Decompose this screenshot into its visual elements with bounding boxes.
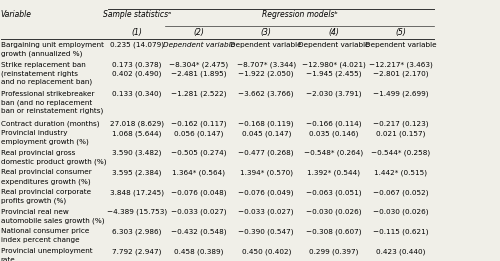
Text: −1.945 (2.455): −1.945 (2.455) xyxy=(306,70,362,76)
Text: −0.115 (0.621): −0.115 (0.621) xyxy=(373,228,428,235)
Text: −0.063 (0.051): −0.063 (0.051) xyxy=(306,189,362,196)
Text: (4): (4) xyxy=(328,28,339,37)
Text: −0.030 (0.026): −0.030 (0.026) xyxy=(373,209,428,215)
Text: ban or reinstatement rights): ban or reinstatement rights) xyxy=(0,108,103,115)
Text: rate: rate xyxy=(0,257,16,261)
Text: Contract duration (months): Contract duration (months) xyxy=(0,120,99,127)
Text: −0.308 (0.607): −0.308 (0.607) xyxy=(306,228,362,235)
Text: Provincial industry: Provincial industry xyxy=(0,130,67,136)
Text: automobile sales growth (%): automobile sales growth (%) xyxy=(0,217,104,224)
Text: −0.168 (0.119): −0.168 (0.119) xyxy=(238,120,294,127)
Text: 0.021 (0.157): 0.021 (0.157) xyxy=(376,130,426,137)
Text: 27.018 (8.629): 27.018 (8.629) xyxy=(110,120,164,127)
Text: −0.505 (0.274): −0.505 (0.274) xyxy=(171,150,226,156)
Text: National consumer price: National consumer price xyxy=(0,228,89,234)
Text: 0.450 (0.402): 0.450 (0.402) xyxy=(242,248,291,254)
Text: Real provincial gross: Real provincial gross xyxy=(0,150,75,156)
Text: 7.792 (2.947): 7.792 (2.947) xyxy=(112,248,162,254)
Text: Professional strikebreaker: Professional strikebreaker xyxy=(0,91,94,97)
Text: Real provincial consumer: Real provincial consumer xyxy=(0,169,92,175)
Text: Provincial unemployment: Provincial unemployment xyxy=(0,248,92,254)
Text: −8.707* (3.344): −8.707* (3.344) xyxy=(236,62,296,68)
Text: 3.848 (17.245): 3.848 (17.245) xyxy=(110,189,164,196)
Text: expenditures growth (%): expenditures growth (%) xyxy=(0,178,90,185)
Text: Dependent variable: Dependent variable xyxy=(163,42,235,48)
Text: 0.423 (0.440): 0.423 (0.440) xyxy=(376,248,426,254)
Text: −0.076 (0.049): −0.076 (0.049) xyxy=(238,189,294,196)
Text: Strike replacement ban: Strike replacement ban xyxy=(0,62,86,68)
Text: 3.590 (3.482): 3.590 (3.482) xyxy=(112,150,162,156)
Text: Provincial real new: Provincial real new xyxy=(0,209,68,215)
Text: −1.281 (2.522): −1.281 (2.522) xyxy=(171,91,226,97)
Text: −0.390 (0.547): −0.390 (0.547) xyxy=(238,228,294,235)
Text: (5): (5) xyxy=(396,28,406,37)
Text: −0.033 (0.027): −0.033 (0.027) xyxy=(171,209,226,215)
Text: −0.432 (0.548): −0.432 (0.548) xyxy=(171,228,226,235)
Text: Bargaining unit employment: Bargaining unit employment xyxy=(0,42,104,48)
Text: ban (and no replacement: ban (and no replacement xyxy=(0,99,92,106)
Text: (reinstatement rights: (reinstatement rights xyxy=(0,70,78,76)
Text: Dependent variable: Dependent variable xyxy=(365,42,436,48)
Text: 0.235 (14.079): 0.235 (14.079) xyxy=(110,42,164,49)
Text: 0.056 (0.147): 0.056 (0.147) xyxy=(174,130,224,137)
Text: Dependent variable: Dependent variable xyxy=(230,42,302,48)
Text: −4.389 (15.753): −4.389 (15.753) xyxy=(106,209,166,215)
Text: 1.442* (0.515): 1.442* (0.515) xyxy=(374,169,428,176)
Text: index percent change: index percent change xyxy=(0,237,80,243)
Text: 0.299 (0.397): 0.299 (0.397) xyxy=(309,248,358,254)
Text: 1.364* (0.564): 1.364* (0.564) xyxy=(172,169,226,176)
Text: −0.548* (0.264): −0.548* (0.264) xyxy=(304,150,363,156)
Text: 0.045 (0.147): 0.045 (0.147) xyxy=(242,130,291,137)
Text: 1.392* (0.544): 1.392* (0.544) xyxy=(307,169,360,176)
Text: −0.067 (0.052): −0.067 (0.052) xyxy=(373,189,428,196)
Text: −12.980* (4.021): −12.980* (4.021) xyxy=(302,62,366,68)
Text: −2.801 (2.170): −2.801 (2.170) xyxy=(373,70,428,76)
Text: −2.481 (1.895): −2.481 (1.895) xyxy=(171,70,226,76)
Text: −0.162 (0.117): −0.162 (0.117) xyxy=(171,120,226,127)
Text: −2.030 (3.791): −2.030 (3.791) xyxy=(306,91,362,97)
Text: −0.544* (0.258): −0.544* (0.258) xyxy=(372,150,430,156)
Text: −0.217 (0.123): −0.217 (0.123) xyxy=(373,120,428,127)
Text: −12.217* (3.463): −12.217* (3.463) xyxy=(369,62,432,68)
Text: Regression modelsᵇ: Regression modelsᵇ xyxy=(262,10,338,19)
Text: Dependent variable: Dependent variable xyxy=(298,42,370,48)
Text: 1.068 (5.644): 1.068 (5.644) xyxy=(112,130,162,137)
Text: (2): (2) xyxy=(194,28,204,37)
Text: Real provincial corporate: Real provincial corporate xyxy=(0,189,91,195)
Text: 3.595 (2.384): 3.595 (2.384) xyxy=(112,169,162,176)
Text: growth (annualized %): growth (annualized %) xyxy=(0,50,82,57)
Text: −8.304* (2.475): −8.304* (2.475) xyxy=(170,62,228,68)
Text: Variable: Variable xyxy=(0,10,32,19)
Text: −0.166 (0.114): −0.166 (0.114) xyxy=(306,120,362,127)
Text: 6.303 (2.986): 6.303 (2.986) xyxy=(112,228,162,235)
Text: 1.394* (0.570): 1.394* (0.570) xyxy=(240,169,292,176)
Text: 0.402 (0.490): 0.402 (0.490) xyxy=(112,70,162,76)
Text: −0.030 (0.026): −0.030 (0.026) xyxy=(306,209,362,215)
Text: 0.458 (0.389): 0.458 (0.389) xyxy=(174,248,224,254)
Text: 0.173 (0.378): 0.173 (0.378) xyxy=(112,62,162,68)
Text: and no replacement ban): and no replacement ban) xyxy=(0,79,92,85)
Text: 0.133 (0.340): 0.133 (0.340) xyxy=(112,91,162,97)
Text: −1.922 (2.050): −1.922 (2.050) xyxy=(238,70,294,76)
Text: domestic product growth (%): domestic product growth (%) xyxy=(0,158,106,165)
Text: Sample statisticsᵃ: Sample statisticsᵃ xyxy=(102,10,170,19)
Text: −3.662 (3.766): −3.662 (3.766) xyxy=(238,91,294,97)
Text: profits growth (%): profits growth (%) xyxy=(0,198,66,204)
Text: employment growth (%): employment growth (%) xyxy=(0,139,88,145)
Text: 0.035 (0.146): 0.035 (0.146) xyxy=(309,130,358,137)
Text: −0.477 (0.268): −0.477 (0.268) xyxy=(238,150,294,156)
Text: −1.499 (2.699): −1.499 (2.699) xyxy=(373,91,428,97)
Text: (3): (3) xyxy=(261,28,272,37)
Text: −0.033 (0.027): −0.033 (0.027) xyxy=(238,209,294,215)
Text: −0.076 (0.048): −0.076 (0.048) xyxy=(171,189,226,196)
Text: (1): (1) xyxy=(131,28,142,37)
